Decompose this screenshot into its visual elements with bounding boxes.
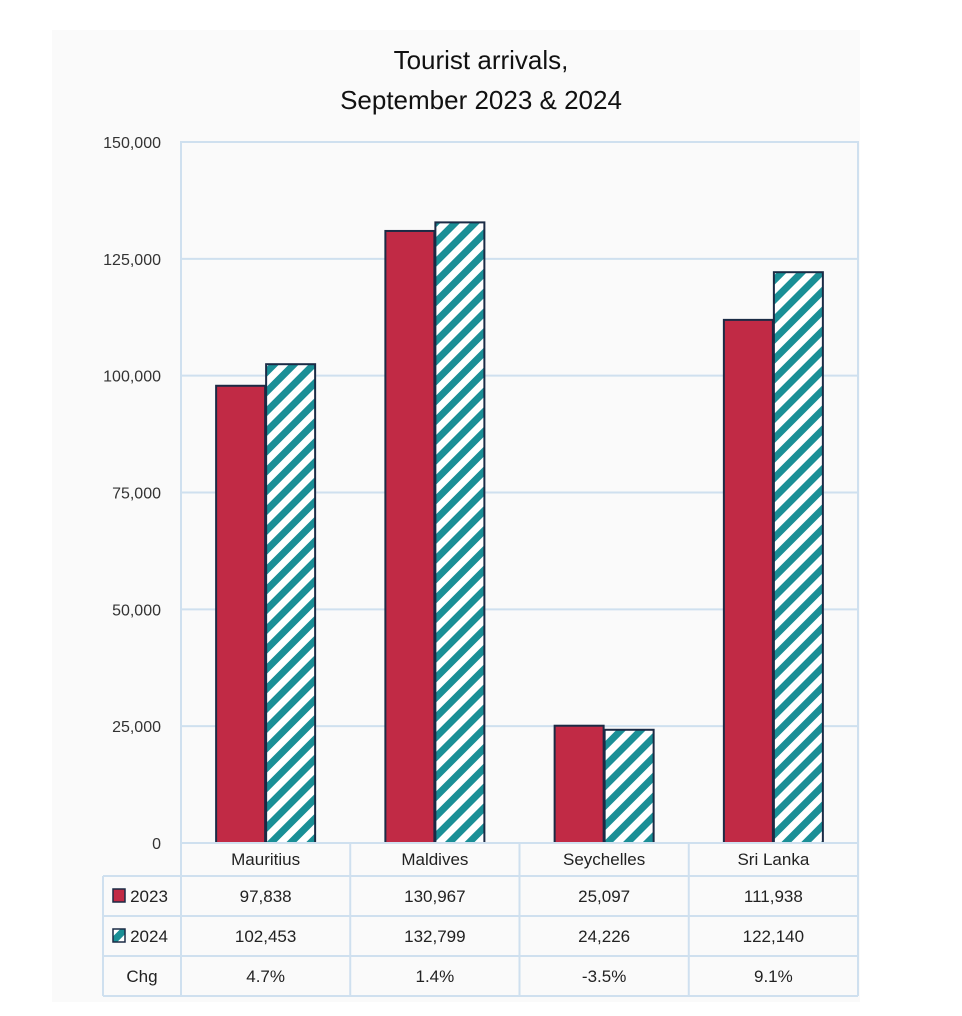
row-label: Chg bbox=[126, 967, 157, 986]
category-label: Maldives bbox=[401, 850, 468, 869]
data-label: 24,226 bbox=[578, 927, 630, 946]
data-label: 122,140 bbox=[743, 927, 804, 946]
data-label: 25,097 bbox=[578, 887, 630, 906]
bar-2023-maldives bbox=[384, 229, 436, 844]
y-tick-label: 100,000 bbox=[103, 369, 161, 386]
data-label: -3.5% bbox=[582, 967, 626, 986]
y-tick-label: 150,000 bbox=[103, 135, 161, 152]
bar-2023-sri-lanka bbox=[722, 318, 774, 844]
data-label: 9.1% bbox=[754, 967, 793, 986]
category-label: Mauritius bbox=[231, 850, 300, 869]
row-label: 2023 bbox=[130, 887, 168, 906]
data-label: 102,453 bbox=[235, 927, 296, 946]
data-label: 130,967 bbox=[404, 887, 465, 906]
legend-swatch-2023 bbox=[112, 888, 126, 903]
data-label: 111,938 bbox=[744, 887, 803, 906]
bar-2023-mauritius bbox=[215, 384, 267, 844]
y-tick-label: 25,000 bbox=[112, 719, 161, 736]
data-label: 1.4% bbox=[416, 967, 455, 986]
chart-title-line-2: September 2023 & 2024 bbox=[340, 85, 622, 115]
data-label: 132,799 bbox=[404, 927, 465, 946]
bar-2024-mauritius bbox=[265, 363, 317, 844]
bar-2024-sri-lanka bbox=[772, 271, 824, 844]
y-tick-label: 50,000 bbox=[112, 602, 161, 619]
bar-2024-maldives bbox=[434, 221, 486, 845]
row-label: 2024 bbox=[130, 927, 168, 946]
bars bbox=[215, 221, 824, 845]
chart-title: Tourist arrivals, September 2023 & 2024 bbox=[0, 40, 962, 120]
category-label: Seychelles bbox=[563, 850, 645, 869]
bar-2023-seychelles bbox=[553, 724, 605, 845]
legend-swatch-2024 bbox=[112, 928, 126, 943]
category-label: Sri Lanka bbox=[737, 850, 809, 869]
data-label: 97,838 bbox=[240, 887, 292, 906]
y-tick-label: 75,000 bbox=[112, 486, 161, 503]
y-tick-label: 0 bbox=[152, 836, 161, 853]
data-label: 4.7% bbox=[246, 967, 285, 986]
y-axis-ticks: 0 25,000 50,000 75,000 100,000 125,000 150,000 bbox=[103, 135, 161, 853]
data-table: Mauritius Maldives Seychelles Sri Lanka 2023… bbox=[102, 842, 859, 997]
chart-title-line-1: Tourist arrivals, bbox=[393, 45, 569, 75]
bar-2024-seychelles bbox=[603, 728, 655, 844]
y-tick-label: 125,000 bbox=[103, 252, 161, 269]
